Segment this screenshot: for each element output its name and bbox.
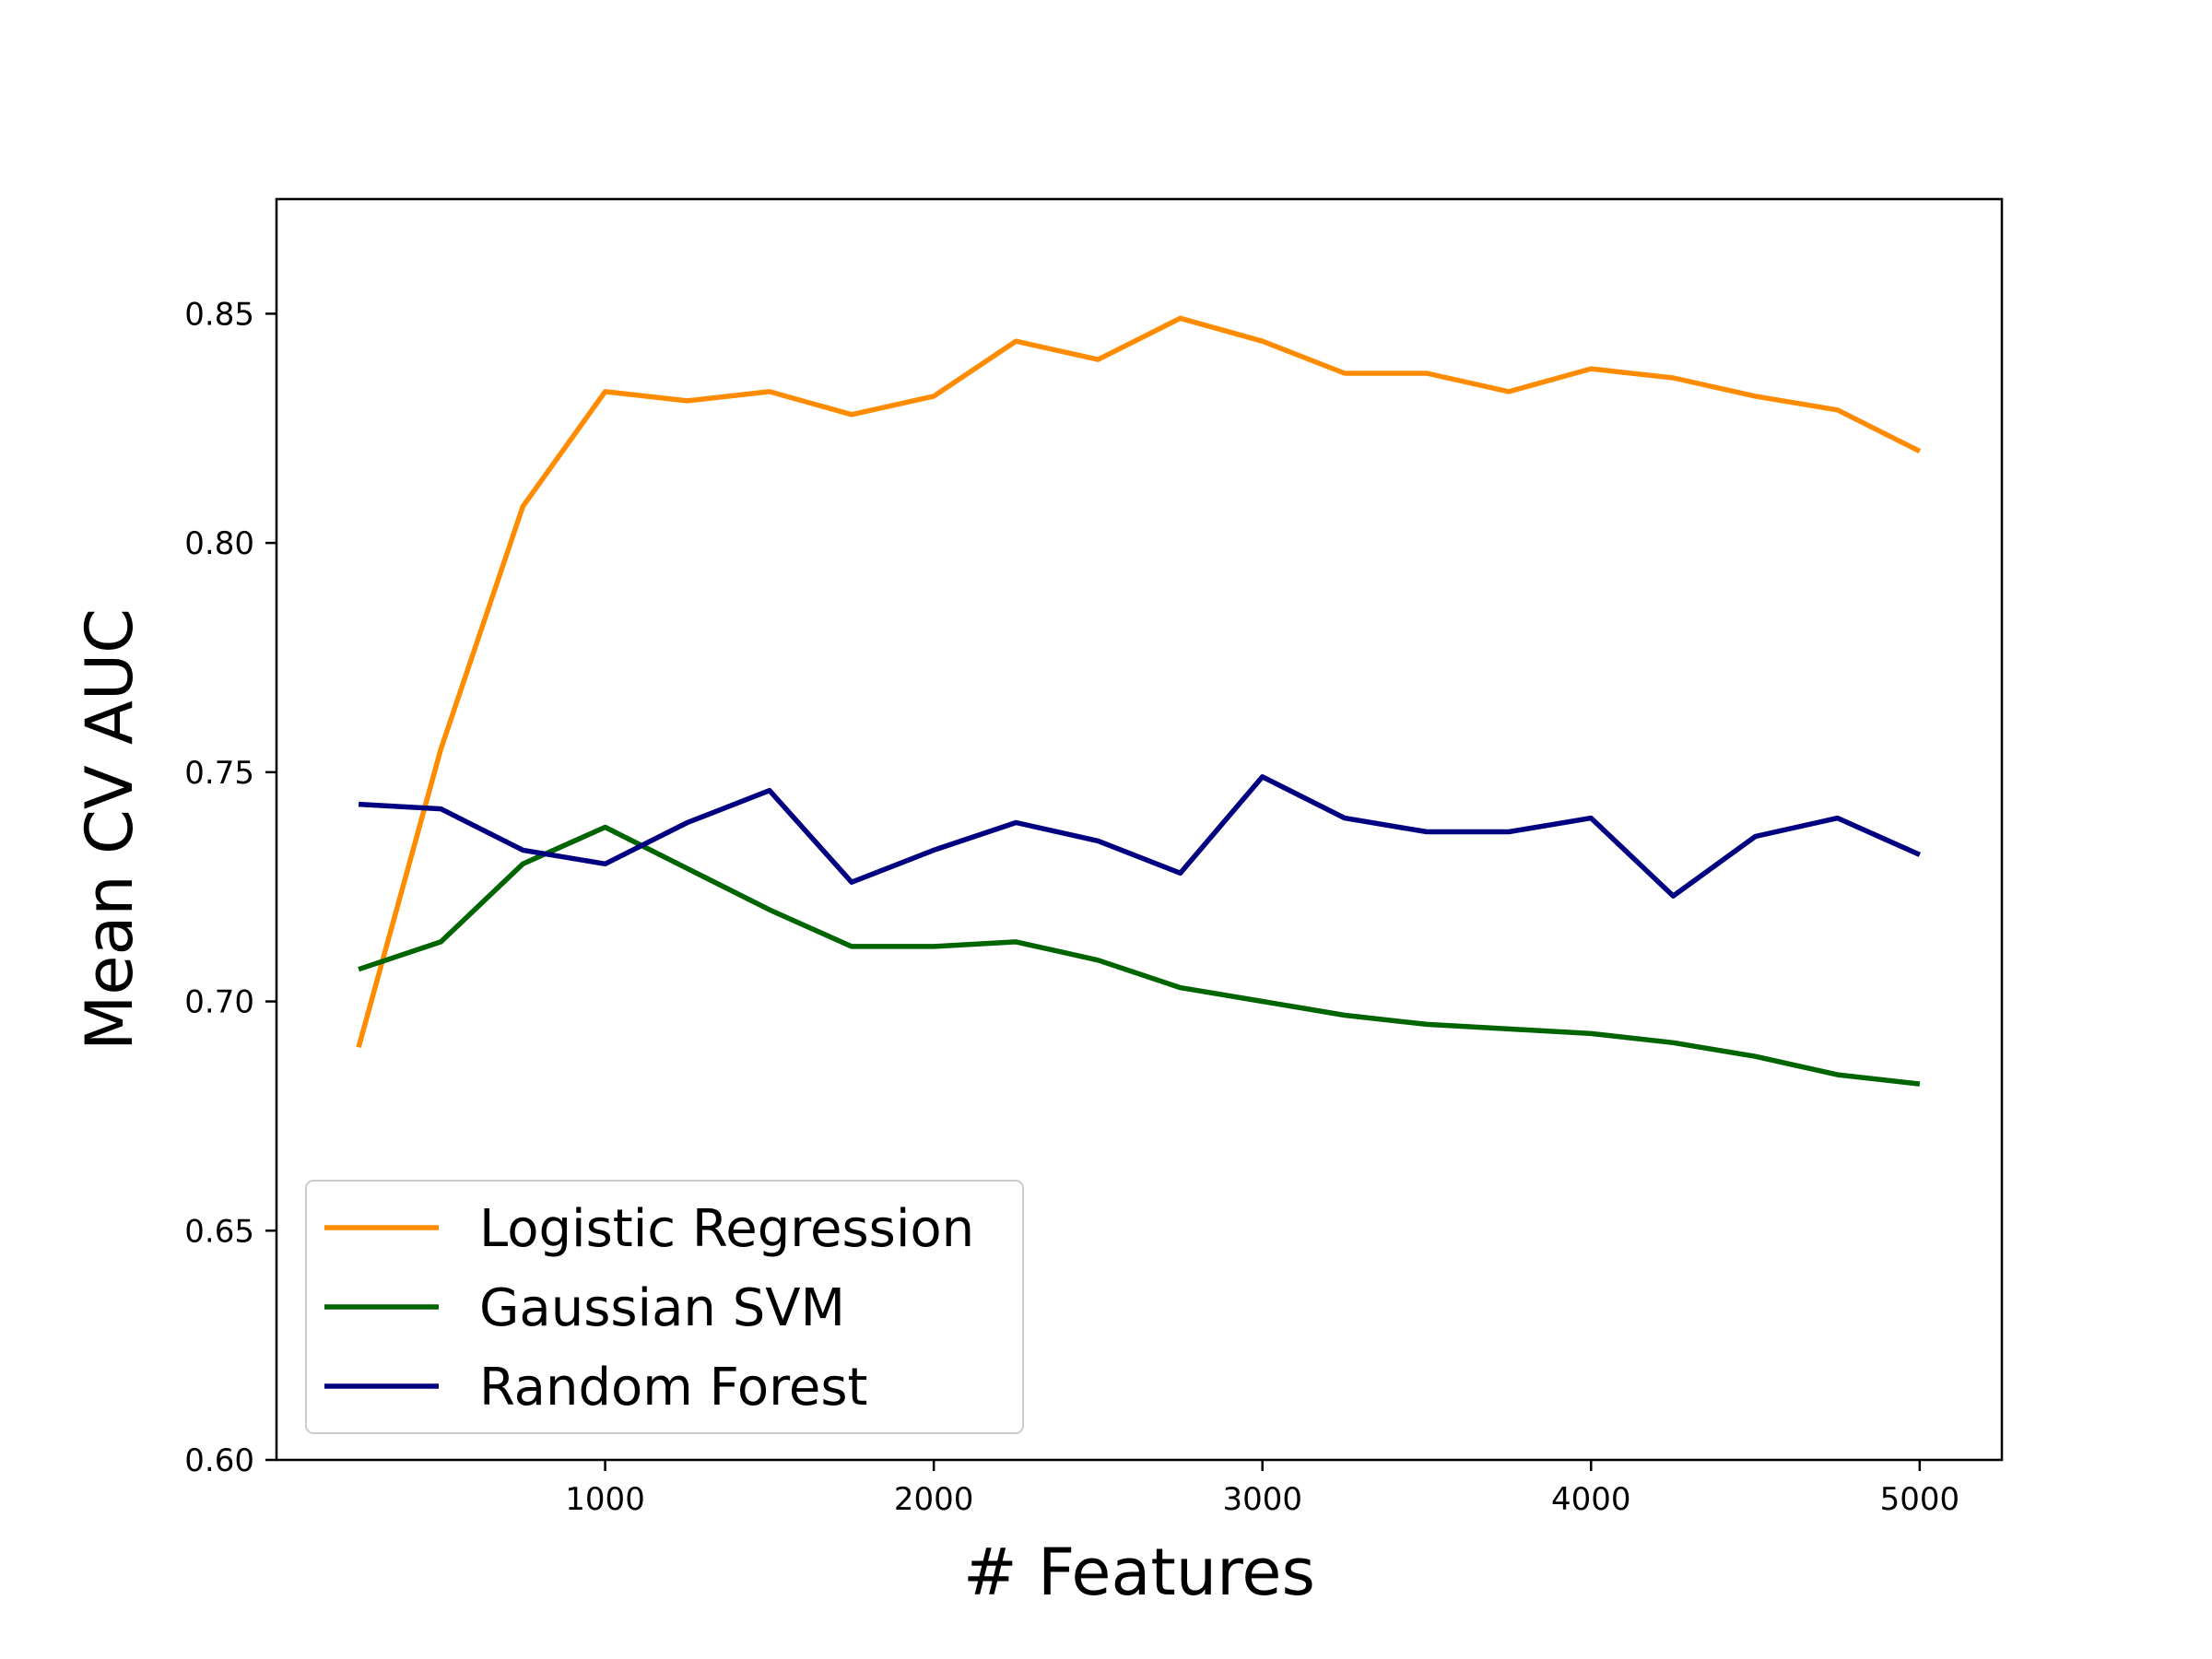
legend-label-gaussian-svm: Gaussian SVM	[479, 1278, 845, 1338]
plot-frame	[275, 197, 2004, 1462]
y-tick-label: 0.85	[184, 296, 254, 333]
x-tick-label: 1000	[565, 1481, 645, 1518]
legend-label-logistic-regression: Logistic Regression	[479, 1199, 974, 1259]
legend: Logistic Regression Gaussian SVM Random Fo…	[305, 1180, 1024, 1434]
x-tick-label: 4000	[1551, 1481, 1631, 1518]
y-tick-label: 0.65	[184, 1213, 254, 1250]
y-axis-ticks: 0.60 0.65 0.70 0.75 0.80 0.85	[184, 296, 276, 1479]
legend-box	[305, 1180, 1024, 1434]
x-axis-ticks: 1000 2000 3000 4000 5000	[565, 1460, 1959, 1518]
y-tick-label: 0.70	[184, 984, 254, 1021]
x-tick-label: 2000	[894, 1481, 974, 1518]
series-line-random-forest	[358, 774, 1922, 899]
plot-lines	[356, 315, 1922, 1087]
y-tick-label: 0.75	[184, 755, 254, 792]
x-tick-label: 3000	[1222, 1481, 1302, 1518]
y-axis-title: Mean CV AUC	[72, 608, 147, 1051]
series-line-logistic-regression	[356, 315, 1922, 1049]
series-line-gaussian-svm	[358, 824, 1921, 1087]
y-tick-label: 0.60	[184, 1442, 254, 1479]
x-axis-title: # Features	[963, 1535, 1315, 1610]
legend-label-random-forest: Random Forest	[479, 1358, 868, 1418]
y-tick-label: 0.80	[184, 525, 254, 562]
x-tick-label: 5000	[1880, 1481, 1960, 1518]
